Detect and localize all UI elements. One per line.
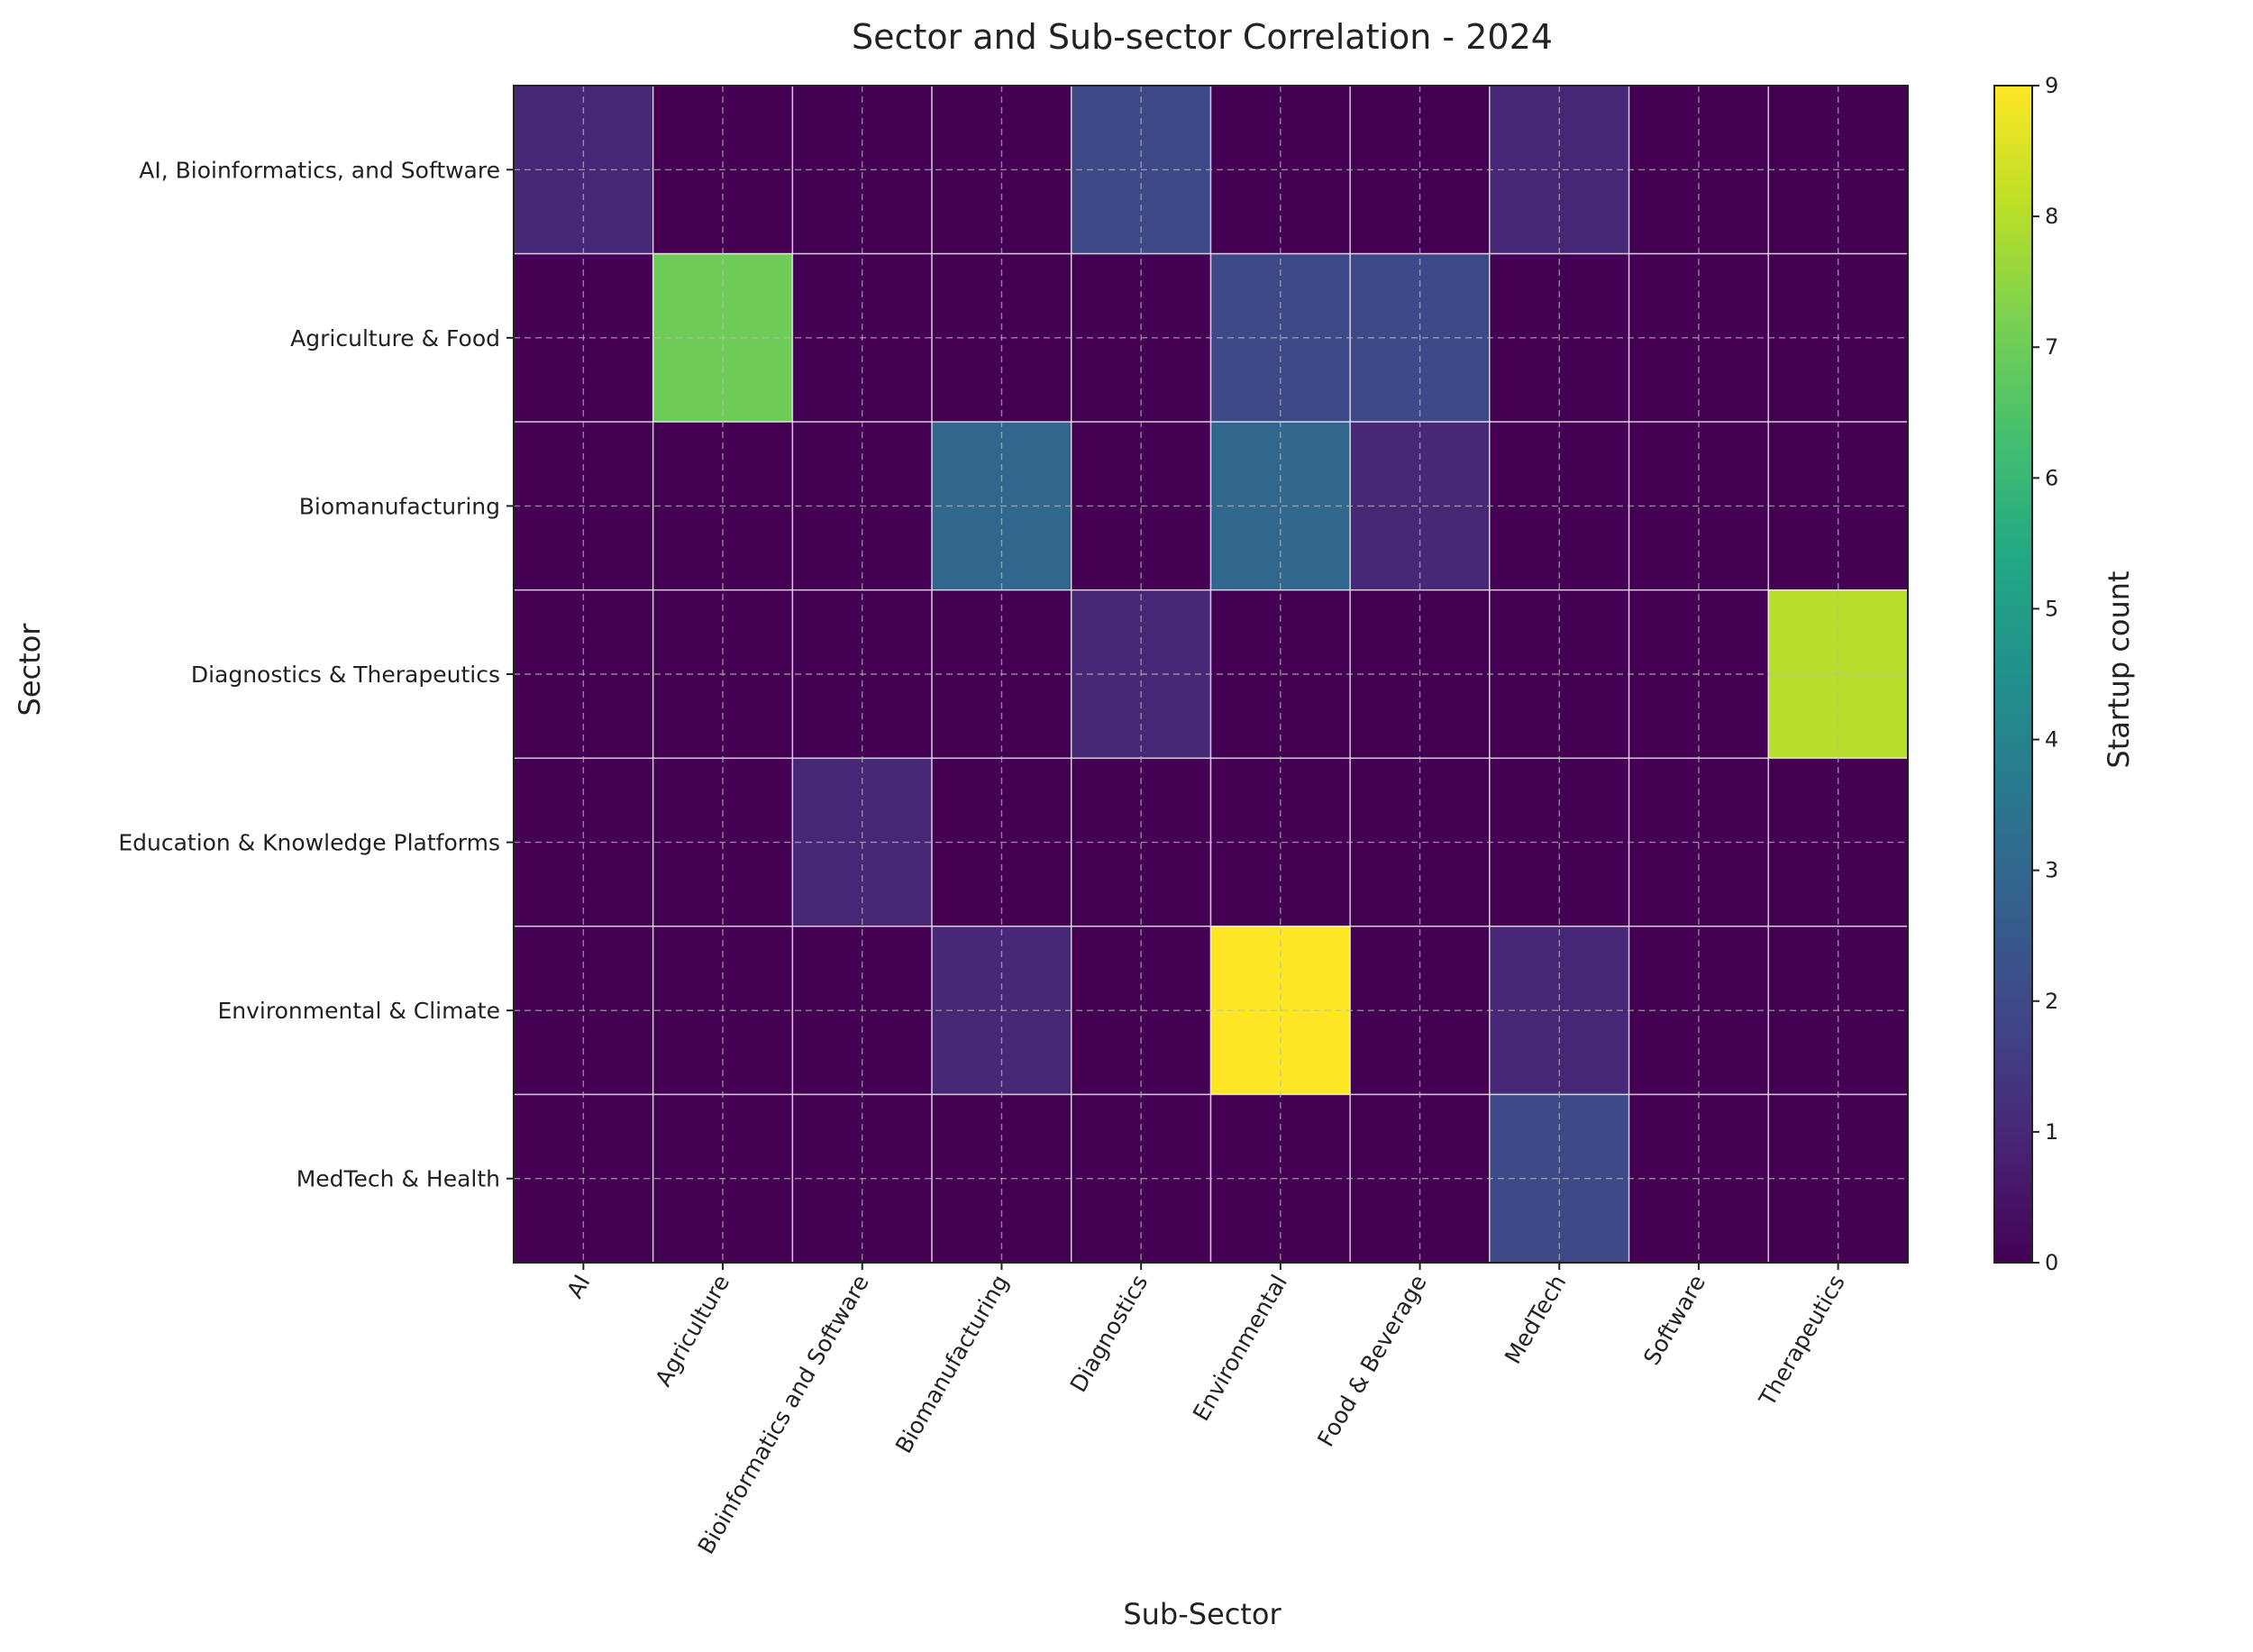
colorbar: 0 1 2 3 4 5 6 7 8 9 Startup count (1993, 73, 2136, 1275)
y-tick-label: Education & Knowledge Platforms (118, 830, 500, 856)
colorbar-tick-label: 2 (2045, 989, 2058, 1014)
y-tick-label: MedTech & Health (296, 1166, 500, 1192)
y-tick-label: Agriculture & Food (290, 325, 500, 351)
colorbar-tick-label: 5 (2045, 596, 2058, 621)
x-axis-label: Sub-Sector (1123, 1597, 1282, 1631)
x-tick-label: Therapeutics (1754, 1271, 1850, 1411)
colorbar-tick-label: 7 (2045, 334, 2058, 360)
colorbar-ticks: 0 1 2 3 4 5 6 7 8 9 (2032, 73, 2058, 1275)
y-axis-label: Sector (13, 623, 47, 716)
x-tick-label: Diagnostics (1065, 1271, 1154, 1397)
x-tick-label: Environmental (1188, 1271, 1292, 1426)
y-tick-label: Diagnostics & Therapeutics (191, 662, 500, 688)
x-tick-label: Agriculture (650, 1271, 734, 1392)
colorbar-tick-label: 1 (2045, 1119, 2058, 1145)
x-tick-label: AI (561, 1271, 595, 1303)
colorbar-label: Startup count (2102, 570, 2136, 768)
y-tick-label: Environmental & Climate (218, 998, 501, 1024)
chart-title: Sector and Sub-sector Correlation - 2024 (852, 17, 1553, 57)
x-tick-label: Bioinformatics and Software (693, 1271, 874, 1559)
colorbar-tick-label: 4 (2045, 727, 2058, 753)
y-axis-ticks: AI, Bioinformatics, and Software Agricult… (118, 157, 514, 1192)
colorbar-tick-label: 0 (2045, 1250, 2058, 1275)
x-tick-label: Food & Beverage (1312, 1271, 1432, 1452)
x-tick-label: Software (1638, 1271, 1710, 1370)
colorbar-tick-label: 9 (2045, 73, 2058, 98)
colorbar-tick-label: 3 (2045, 858, 2058, 883)
colorbar-tick-label: 8 (2045, 204, 2058, 229)
colorbar-tick-label: 6 (2045, 465, 2058, 490)
y-tick-label: Biomanufacturing (299, 493, 500, 519)
gridlines (514, 86, 1908, 1263)
x-tick-label: MedTech (1500, 1271, 1572, 1369)
y-tick-label: AI, Bioinformatics, and Software (139, 157, 500, 183)
x-tick-label: Biomanufacturing (890, 1271, 1014, 1458)
colorbar-scale (1993, 85, 2033, 1264)
